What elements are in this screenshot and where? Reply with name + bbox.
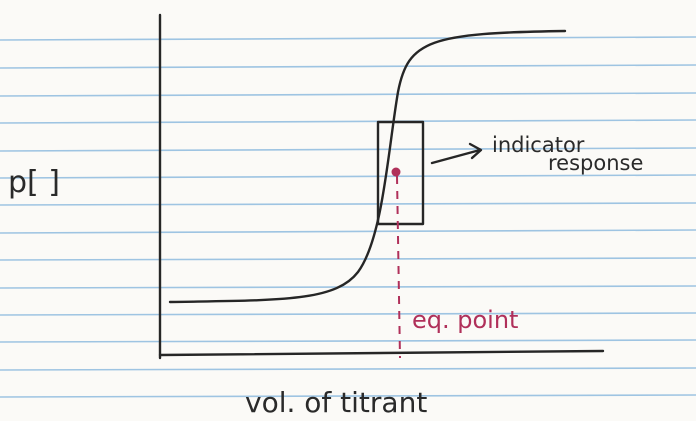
- diagram: p[ ] indicator response eq. point vol. o…: [0, 0, 696, 421]
- paper: [0, 0, 696, 421]
- annotation-line: response: [548, 151, 643, 175]
- x-axis-label: vol. of titrant: [245, 386, 427, 419]
- equivalence-label: eq. point: [412, 306, 518, 334]
- equivalence-dot: [392, 168, 401, 177]
- y-axis-label: p[ ]: [8, 165, 60, 200]
- page: p[ ] indicator response eq. point vol. o…: [0, 0, 696, 421]
